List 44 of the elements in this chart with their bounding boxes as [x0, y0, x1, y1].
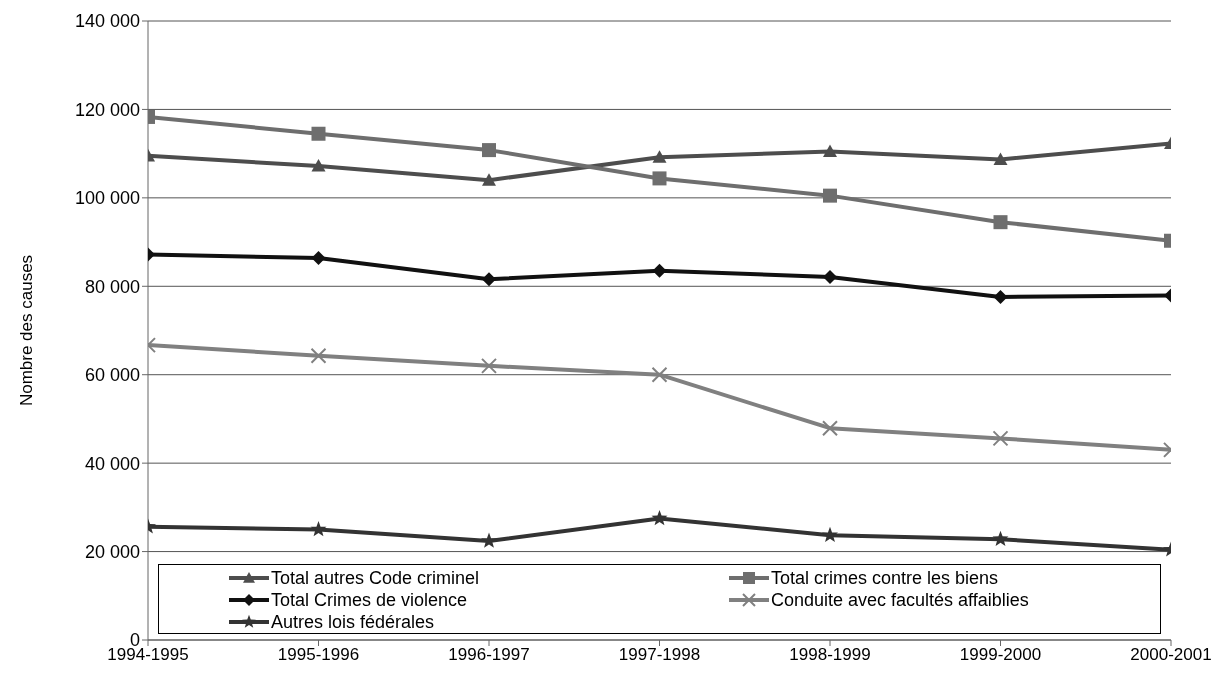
point	[652, 263, 667, 278]
y-tick-label: 20 000	[84, 541, 140, 562]
point	[993, 289, 1008, 304]
point	[651, 366, 668, 383]
x-tick-label: 1998-1999	[789, 645, 871, 665]
point	[310, 521, 327, 537]
point	[481, 357, 497, 374]
point	[482, 143, 496, 158]
y-axis-title: Nombre des causes	[17, 254, 37, 407]
point	[993, 152, 1008, 165]
x-tick-label: 1997-1998	[618, 645, 701, 665]
point	[652, 150, 667, 163]
legend-label: Total crimes contre les biens	[771, 567, 999, 589]
point	[993, 215, 1008, 230]
point	[823, 270, 837, 284]
y-tick-label: 100 000	[74, 188, 140, 209]
y-tick-label: 80 000	[84, 276, 140, 297]
legend-label: Autres lois fédérales	[271, 611, 435, 633]
point	[311, 250, 326, 265]
y-tick-label: 120 000	[74, 99, 140, 120]
point	[311, 159, 326, 172]
x-tick-label: 1996-1997	[448, 645, 530, 665]
point	[992, 530, 1009, 546]
point	[823, 144, 837, 158]
point	[311, 126, 326, 141]
y-tick-label: 60 000	[84, 365, 140, 386]
point	[822, 526, 838, 543]
point	[992, 430, 1009, 447]
legend-label: Total Crimes de violence	[271, 589, 468, 611]
y-tick-label: 40 000	[84, 453, 140, 474]
y-tick-label: 140 000	[74, 11, 140, 32]
point	[652, 171, 667, 186]
point	[482, 272, 496, 287]
point	[651, 510, 668, 526]
point	[823, 188, 837, 203]
legend-label: Total autres Code criminel	[271, 567, 480, 589]
legend-label: Conduite avec facultés affaiblies	[771, 589, 1029, 611]
point	[482, 173, 496, 186]
point	[310, 347, 327, 364]
point	[481, 532, 497, 548]
x-tick-label: 1999-2000	[959, 645, 1042, 665]
x-tick-label: 1995-1996	[277, 645, 360, 665]
x-tick-label: 2000-2001	[1130, 645, 1212, 665]
point	[822, 420, 838, 437]
